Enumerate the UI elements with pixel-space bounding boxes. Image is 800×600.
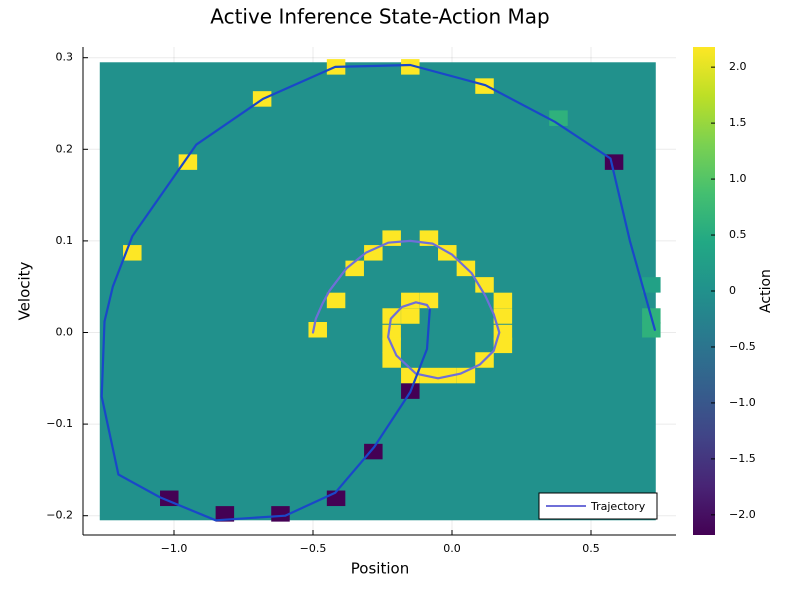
heatmap-cell <box>493 292 513 309</box>
y-tick-label: 0.0 <box>56 326 74 339</box>
heatmap-cell <box>364 443 383 460</box>
heatmap-cell <box>642 322 661 338</box>
heatmap-cell <box>401 292 420 309</box>
heatmap-cell <box>308 322 327 338</box>
x-axis: −1.0 −0.5 0.0 0.5 <box>161 530 600 555</box>
heatmap-cell <box>401 59 420 75</box>
heatmap <box>99 59 661 522</box>
x-tick-label: −1.0 <box>161 542 188 555</box>
x-tick-label: 0.0 <box>443 542 461 555</box>
colorbar-tick-label: −1.0 <box>729 396 756 409</box>
colorbar-tick-label: 1.0 <box>729 172 747 185</box>
trajectory-line <box>311 239 501 380</box>
y-tick-label: 0.2 <box>56 142 74 155</box>
colorbar-tick-label: 1.5 <box>729 116 747 129</box>
colorbar-tick-label: 0 <box>729 284 736 297</box>
heatmap-cell <box>456 367 476 384</box>
trajectory-continuation-line <box>100 63 657 522</box>
trajectory-lines <box>100 63 657 522</box>
heatmap-cell <box>382 352 401 368</box>
colorbar-tick-label: −0.5 <box>729 340 756 353</box>
heatmap-cell <box>326 292 346 309</box>
heatmap-cell <box>382 324 401 341</box>
colorbar-tick-label: −2.0 <box>729 508 756 521</box>
chart-title: Active Inference State-Action Map <box>210 5 549 29</box>
x-axis-label: Position <box>351 560 409 578</box>
colorbar-tick-label: 2.0 <box>729 60 747 73</box>
heatmap-cell <box>401 308 420 324</box>
colorbar-ticks: −2.0 −1.5 −1.0 −0.5 0 0.5 1.0 1.5 2.0 <box>711 60 756 521</box>
y-tick-label: 0.1 <box>56 234 74 247</box>
y-axis: −0.2 −0.1 0.0 0.1 0.2 0.3 <box>46 51 88 522</box>
heatmap-cell <box>271 506 290 522</box>
heatmap-cell <box>642 277 661 293</box>
heatmap-cell <box>419 292 439 309</box>
legend: Trajectory <box>538 492 658 520</box>
heatmap-cell <box>215 506 235 522</box>
x-tick-label: 0.5 <box>582 542 600 555</box>
colorbar: −2.0 −1.5 −1.0 −0.5 0 0.5 1.0 1.5 2.0 Action <box>693 47 774 535</box>
y-tick-label: 0.3 <box>56 51 74 64</box>
y-axis-label: Velocity <box>16 261 34 320</box>
heatmap-cell <box>493 308 513 324</box>
heatmap-cell <box>364 245 383 261</box>
x-tick-label: −0.5 <box>300 542 327 555</box>
legend-label: Trajectory <box>590 500 646 513</box>
y-tick-label: −0.2 <box>46 509 73 522</box>
colorbar-label: Action <box>758 269 774 313</box>
colorbar-gradient <box>693 47 715 535</box>
heatmap-cell <box>178 154 198 170</box>
y-tick-label: −0.1 <box>46 417 73 430</box>
colorbar-tick-label: 0.5 <box>729 228 747 241</box>
colorbar-tick-label: −1.5 <box>729 452 756 465</box>
heatmap-cell <box>493 337 513 354</box>
plot-frame <box>82 47 676 536</box>
